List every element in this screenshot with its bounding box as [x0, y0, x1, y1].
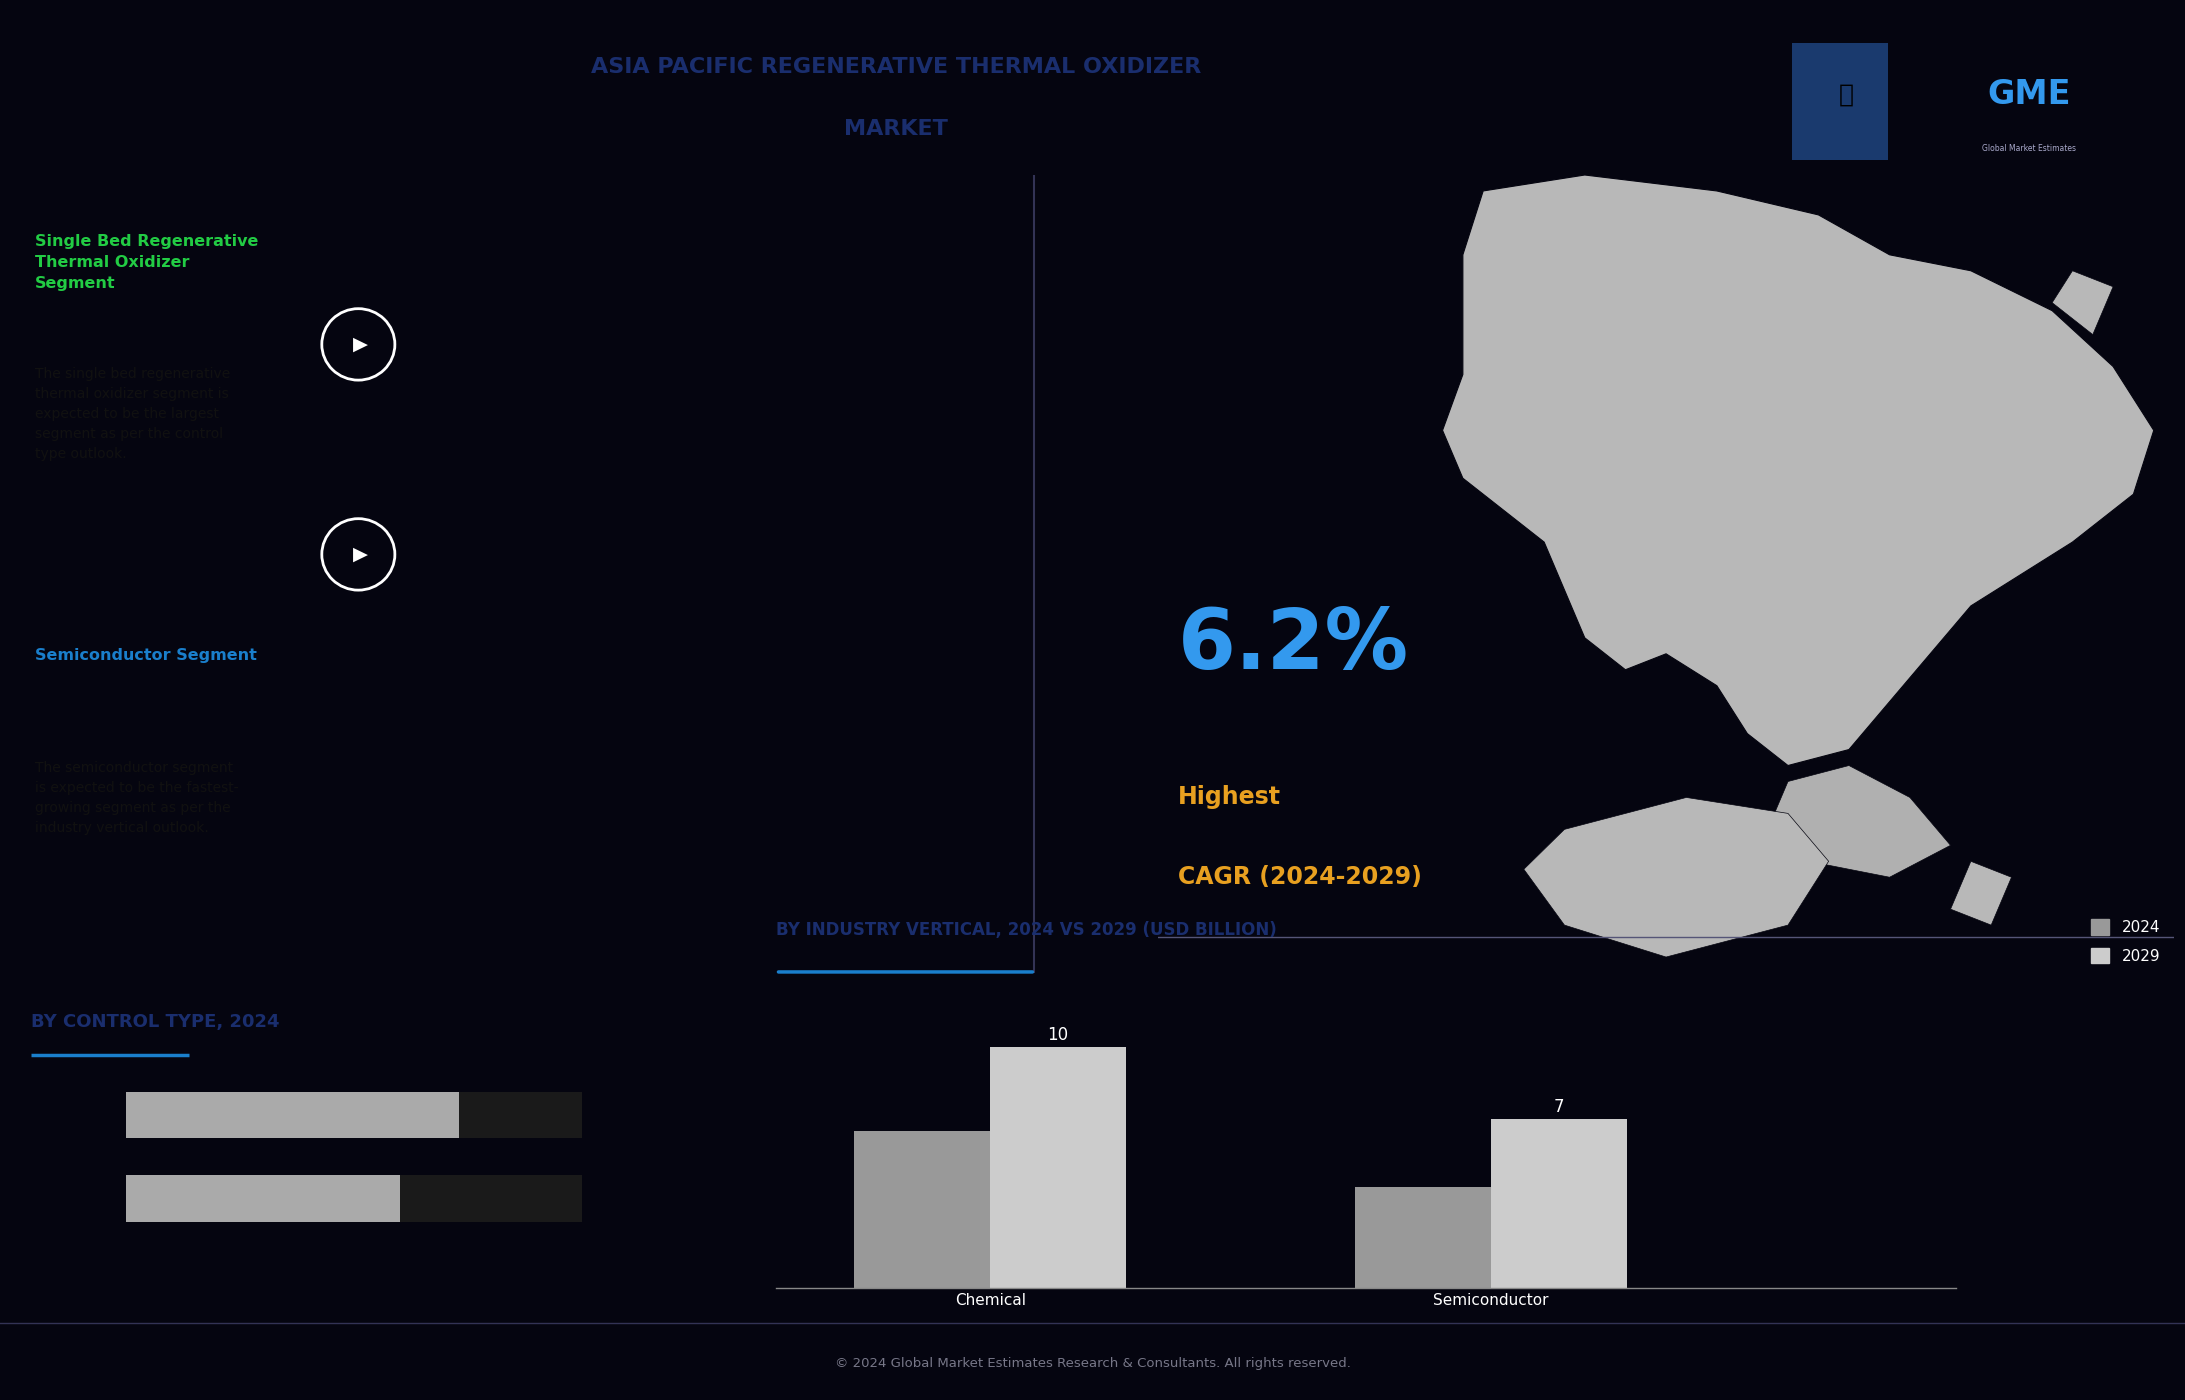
Text: CAGR (2024-2029): CAGR (2024-2029): [1178, 865, 1422, 889]
FancyBboxPatch shape: [127, 1176, 400, 1222]
Polygon shape: [1442, 175, 2154, 766]
Text: GME: GME: [1988, 77, 2071, 111]
Text: ▶: ▶: [354, 545, 369, 564]
Text: Global Market Estimates: Global Market Estimates: [1982, 144, 2076, 153]
Text: The single bed regenerative
thermal oxidizer segment is
expected to be the large: The single bed regenerative thermal oxid…: [35, 367, 229, 461]
Text: MARKET: MARKET: [843, 119, 948, 139]
Text: Semiconductor Segment: Semiconductor Segment: [35, 648, 256, 664]
Polygon shape: [2052, 270, 2113, 335]
Polygon shape: [1523, 798, 1829, 958]
Text: The semiconductor segment
is expected to be the fastest-
growing segment as per : The semiconductor segment is expected to…: [35, 762, 238, 836]
FancyBboxPatch shape: [127, 1092, 459, 1138]
Text: ASIA PACIFIC REGENERATIVE THERMAL OXIDIZER: ASIA PACIFIC REGENERATIVE THERMAL OXIDIZ…: [590, 57, 1202, 77]
Legend: 2024, 2029: 2024, 2029: [2091, 920, 2161, 963]
Text: 10: 10: [1047, 1026, 1068, 1043]
Bar: [1490, 1120, 1626, 1288]
Bar: [990, 1047, 1125, 1288]
Text: Highest: Highest: [1178, 785, 1280, 809]
Text: BY INDUSTRY VERTICAL, 2024 VS 2029 (USD BILLION): BY INDUSTRY VERTICAL, 2024 VS 2029 (USD …: [776, 921, 1276, 939]
Text: 🏗: 🏗: [1838, 83, 1853, 106]
FancyBboxPatch shape: [400, 1176, 581, 1222]
Polygon shape: [1768, 766, 1951, 878]
Text: 7: 7: [1554, 1098, 1564, 1116]
Text: BY CONTROL TYPE, 2024: BY CONTROL TYPE, 2024: [31, 1012, 280, 1030]
Text: © 2024 Global Market Estimates Research & Consultants. All rights reserved.: © 2024 Global Market Estimates Research …: [835, 1357, 1350, 1371]
Text: Single Bed Regenerative
Thermal Oxidizer
Segment: Single Bed Regenerative Thermal Oxidizer…: [35, 234, 258, 291]
Bar: [854, 1131, 990, 1288]
Text: ▶: ▶: [354, 335, 369, 354]
FancyBboxPatch shape: [1792, 43, 1888, 160]
FancyBboxPatch shape: [459, 1092, 581, 1138]
Bar: [1355, 1187, 1490, 1288]
Polygon shape: [1951, 861, 2012, 925]
Text: 6.2%: 6.2%: [1178, 605, 1409, 686]
